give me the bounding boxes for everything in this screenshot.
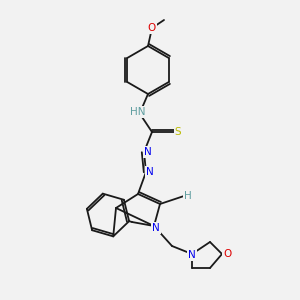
Text: N: N: [144, 147, 152, 157]
Text: O: O: [223, 249, 231, 259]
Text: S: S: [175, 127, 181, 137]
Text: N: N: [152, 223, 160, 233]
Text: HN: HN: [130, 107, 146, 117]
Text: N: N: [188, 250, 196, 260]
Text: N: N: [146, 167, 154, 177]
Text: H: H: [184, 191, 192, 201]
Text: O: O: [148, 23, 156, 33]
